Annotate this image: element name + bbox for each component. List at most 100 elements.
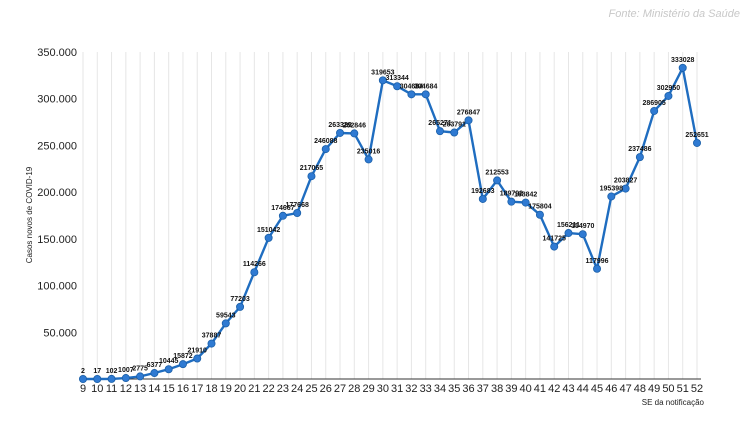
data-point xyxy=(564,229,573,238)
data-point xyxy=(464,116,473,125)
data-label: 263791 xyxy=(443,122,466,129)
x-tick-label: 20 xyxy=(234,383,246,395)
data-point xyxy=(593,264,602,273)
x-tick-label: 25 xyxy=(305,383,317,395)
data-label: 10445 xyxy=(159,358,179,365)
data-point xyxy=(321,145,330,154)
data-label: 304684 xyxy=(414,83,437,90)
data-point xyxy=(478,194,487,203)
data-label: 333028 xyxy=(671,57,694,64)
data-label: 59543 xyxy=(216,312,236,319)
data-point xyxy=(79,374,88,383)
x-tick-label: 31 xyxy=(391,383,403,395)
source-caption: Fonte: Ministério da Saúde xyxy=(608,8,740,20)
data-label: 313344 xyxy=(385,75,408,82)
data-label: 319653 xyxy=(371,69,394,76)
data-label: 246088 xyxy=(314,138,337,145)
x-tick-label: 12 xyxy=(120,383,132,395)
data-label: 117996 xyxy=(586,258,609,265)
x-tick-label: 10 xyxy=(91,383,103,395)
chart-series xyxy=(79,63,702,383)
x-tick-label: 11 xyxy=(106,383,117,395)
data-point xyxy=(93,374,102,383)
x-tick-label: 16 xyxy=(177,383,189,395)
data-point xyxy=(450,128,459,137)
x-tick-label: 41 xyxy=(534,383,546,395)
y-tick-label: 150.000 xyxy=(37,234,77,246)
x-tick-label: 19 xyxy=(220,383,232,395)
data-point xyxy=(693,138,702,147)
data-point xyxy=(364,155,373,164)
data-point xyxy=(178,360,187,369)
data-label: 6377 xyxy=(147,362,163,369)
data-label: 189792 xyxy=(500,191,523,198)
data-label: 203827 xyxy=(614,178,637,185)
data-label: 2 xyxy=(81,368,85,375)
data-label: 212553 xyxy=(485,169,508,176)
x-tick-label: 32 xyxy=(405,383,417,395)
data-label: 141725 xyxy=(543,236,566,243)
data-point xyxy=(378,76,387,85)
x-tick-label: 42 xyxy=(548,383,560,395)
data-label: 192683 xyxy=(471,188,494,195)
x-tick-label: 13 xyxy=(134,383,146,395)
x-tick-label: 30 xyxy=(377,383,389,395)
x-tick-label: 24 xyxy=(291,383,303,395)
data-label: 2775 xyxy=(132,365,148,372)
y-tick-label: 350.000 xyxy=(37,47,77,59)
data-point xyxy=(407,90,416,99)
x-tick-label: 45 xyxy=(591,383,603,395)
data-point xyxy=(507,197,516,206)
data-label: 252651 xyxy=(685,132,708,139)
x-tick-label: 40 xyxy=(520,383,532,395)
data-label: 17 xyxy=(93,368,101,375)
data-label: 262846 xyxy=(343,122,366,129)
data-point xyxy=(336,128,345,137)
data-point xyxy=(635,153,644,162)
data-label: 102 xyxy=(106,368,118,375)
x-tick-label: 52 xyxy=(691,383,703,395)
data-point xyxy=(493,176,502,185)
data-label: 302950 xyxy=(657,85,680,92)
data-label: 114266 xyxy=(243,261,266,268)
data-point xyxy=(307,172,316,181)
data-point xyxy=(221,319,230,328)
data-point xyxy=(264,233,273,242)
x-tick-label: 47 xyxy=(619,383,631,395)
y-tick-label: 200.000 xyxy=(37,187,77,199)
data-point xyxy=(236,302,245,311)
x-tick-label: 43 xyxy=(562,383,574,395)
x-tick-label: 38 xyxy=(491,383,503,395)
x-tick-label: 9 xyxy=(80,383,86,395)
x-tick-label: 14 xyxy=(148,383,160,395)
data-point xyxy=(121,374,130,383)
x-axis-label: SE da notificação xyxy=(642,398,705,407)
data-label: 265271 xyxy=(428,120,451,127)
x-tick-label: 34 xyxy=(434,383,446,395)
y-tick-label: 50.000 xyxy=(43,327,77,339)
data-label: 276847 xyxy=(457,109,480,116)
y-tick-label: 100.000 xyxy=(37,281,77,293)
x-tick-label: 50 xyxy=(662,383,674,395)
data-label: 286905 xyxy=(642,100,665,107)
data-point xyxy=(521,198,530,207)
data-point xyxy=(435,127,444,136)
data-point xyxy=(550,242,559,251)
chart-gridlines xyxy=(82,52,698,379)
data-point xyxy=(207,339,216,348)
data-point xyxy=(578,230,587,239)
x-tick-label: 33 xyxy=(420,383,432,395)
data-label: 304684 xyxy=(400,83,423,90)
data-point xyxy=(421,90,430,99)
x-tick-label: 28 xyxy=(348,383,360,395)
data-label: 77203 xyxy=(230,296,250,303)
data-point xyxy=(193,354,202,363)
x-tick-label: 51 xyxy=(677,383,689,395)
x-tick-label: 37 xyxy=(477,383,489,395)
data-point xyxy=(136,372,145,381)
data-label: 174667 xyxy=(271,205,294,212)
data-label: 21910 xyxy=(187,348,207,355)
x-tick-label: 15 xyxy=(163,383,175,395)
